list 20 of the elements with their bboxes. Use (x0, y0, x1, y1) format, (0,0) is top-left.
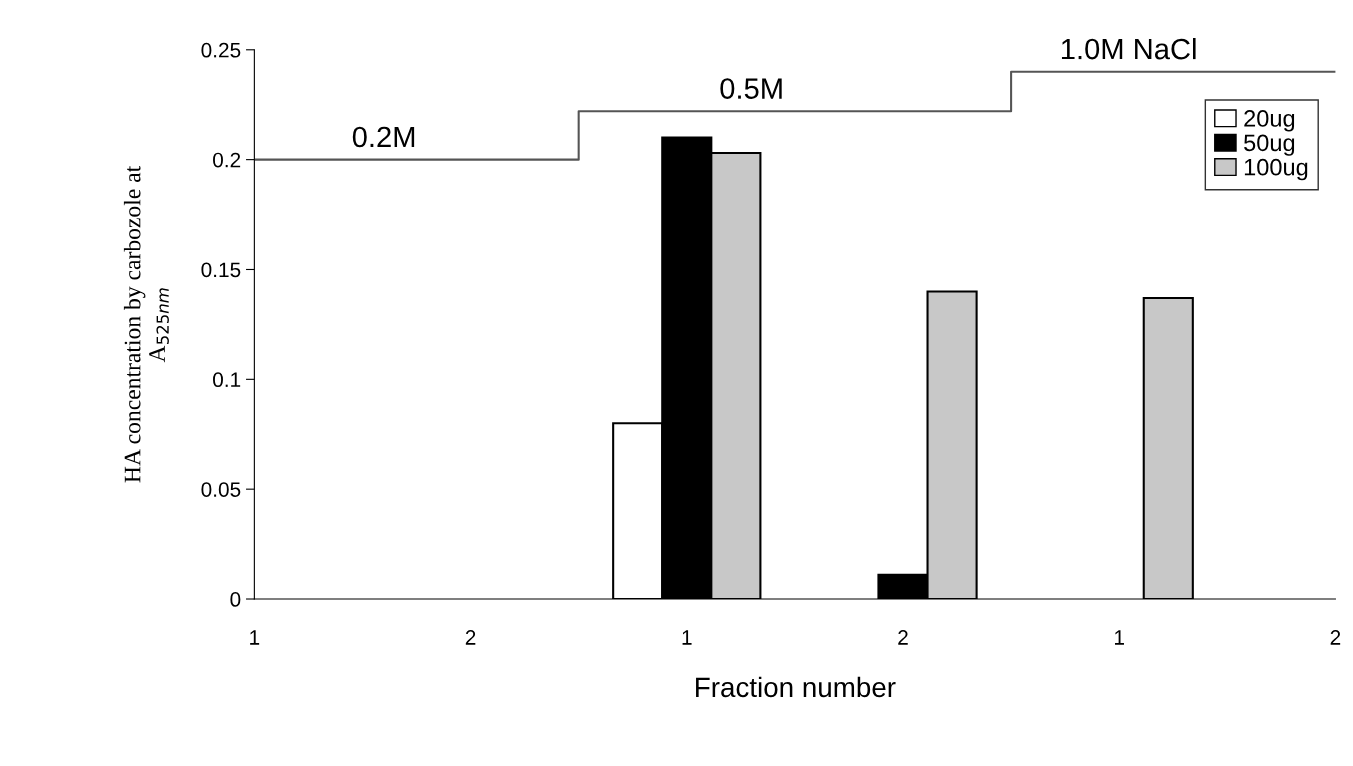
x-tick-label: 1 (682, 630, 692, 645)
x-tick-label: 1 (250, 630, 260, 645)
y-tick-label: 0 (230, 592, 241, 607)
annotation: 0.2M (352, 126, 415, 148)
x-tick-label: 1 (1115, 630, 1124, 645)
legend-label: 100ug (1244, 158, 1308, 181)
annotation: 0.5M (720, 78, 782, 99)
y-axis-title: HA concentration by carbozole at A$_{525nm}$ (123, 165, 169, 483)
y-tick-label: 0.15 (201, 262, 241, 278)
x-tick-label: 2 (1330, 630, 1341, 645)
x-tick-label: 2 (465, 630, 476, 645)
y-tick-label: 0.1 (213, 372, 241, 388)
annotation: 1.0M NaCl (1061, 37, 1196, 60)
x-axis-title: Fraction number (696, 676, 896, 698)
legend-label: 50ug (1244, 134, 1295, 156)
y-tick-label: 0.2 (213, 152, 241, 168)
legend-label: 20ug (1244, 110, 1295, 132)
x-tick-label: 2 (898, 630, 908, 645)
y-tick-label: 0.25 (201, 42, 241, 58)
y-tick-label: 0.05 (201, 482, 241, 497)
